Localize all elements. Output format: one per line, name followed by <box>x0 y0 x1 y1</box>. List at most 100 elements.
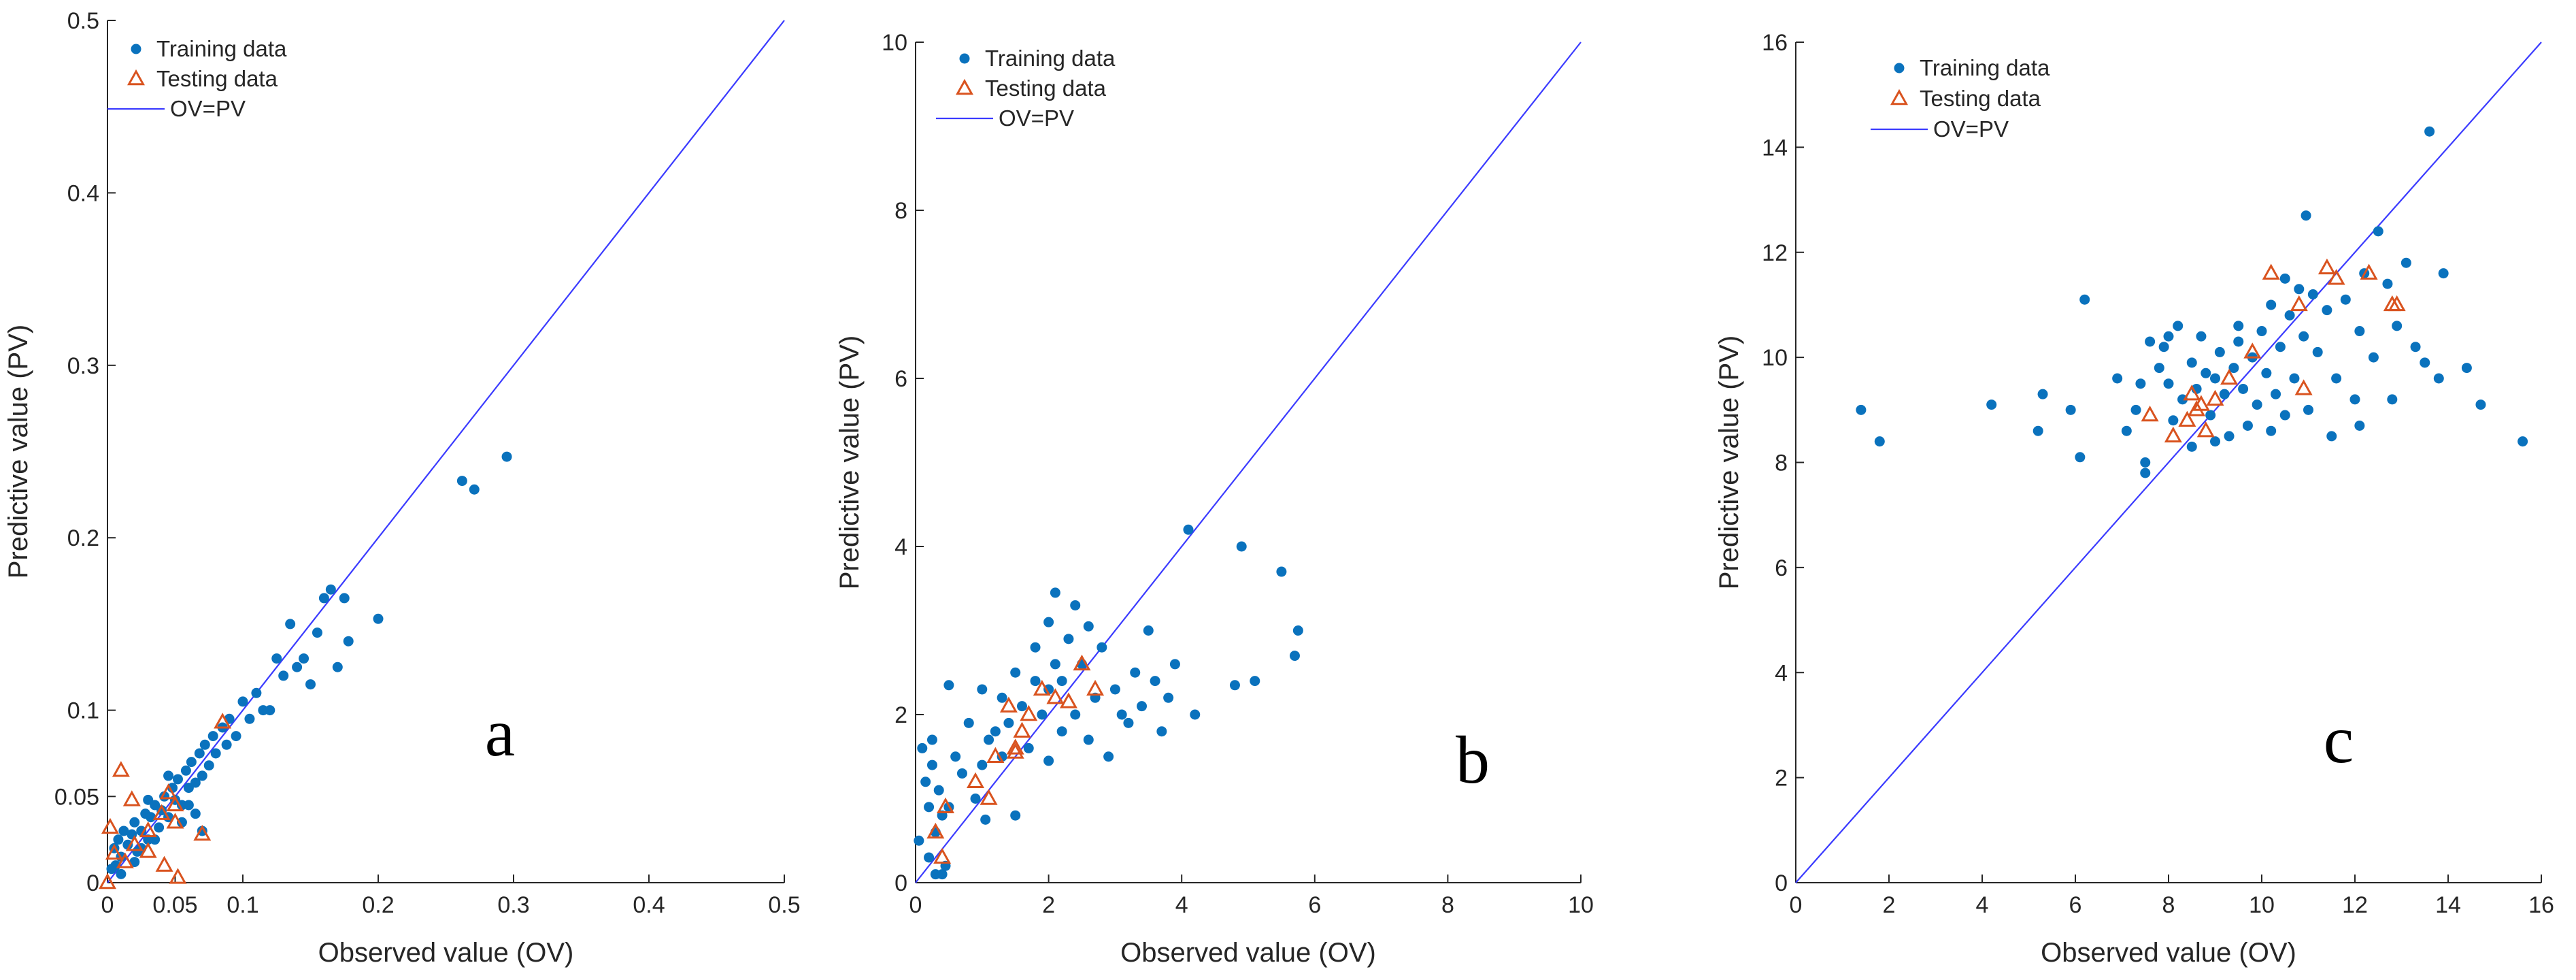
training-point <box>2238 383 2249 394</box>
x-tick-label: 0.3 <box>497 892 529 918</box>
legend-testing-marker <box>955 78 974 95</box>
training-point <box>2219 389 2230 399</box>
training-point <box>2228 363 2239 374</box>
training-point <box>2075 452 2086 463</box>
training-point <box>1056 676 1067 687</box>
x-tick-label: 8 <box>1441 892 1454 918</box>
training-point <box>2307 289 2318 299</box>
panel-a: 0 0.05 0.1 0.2 0.3 0.4 0.5 0 0.05 0.1 0.2 0.3 0.4 0.5… <box>3 8 801 968</box>
x-tick-label: 14 <box>2435 892 2461 918</box>
training-point <box>2224 431 2235 442</box>
legend-label: Training data <box>985 46 1116 71</box>
y-tick-label: 12 <box>1762 240 1788 266</box>
training-point <box>950 751 961 762</box>
training-point <box>2256 326 2267 337</box>
testing-point <box>2262 263 2280 280</box>
training-point <box>963 717 974 728</box>
testing-point <box>1006 742 1024 759</box>
training-point <box>325 584 336 595</box>
testing-point <box>937 797 955 814</box>
training-point <box>1016 701 1027 712</box>
x-tick-label: 10 <box>2249 892 2275 918</box>
training-point <box>2210 436 2220 447</box>
training-point <box>920 777 931 787</box>
training-point <box>2173 321 2184 331</box>
training-point <box>924 852 935 863</box>
x-tick-label: 2 <box>1883 892 1896 918</box>
testing-point <box>159 783 178 800</box>
training-point <box>2298 331 2309 342</box>
training-point <box>221 739 232 750</box>
x-tick-label: 12 <box>2342 892 2368 918</box>
testing-point <box>2178 410 2196 427</box>
y-tick-label: 6 <box>1775 555 1788 581</box>
x-tick-label: 8 <box>2162 892 2175 918</box>
training-point <box>1143 625 1154 636</box>
y-tick-label: 14 <box>1762 135 1788 161</box>
testing-point <box>933 847 952 864</box>
y-tick-label: 4 <box>1775 660 1788 686</box>
training-point <box>2130 404 2141 415</box>
training-point <box>1010 810 1021 821</box>
training-point <box>924 802 935 813</box>
training-point <box>2340 294 2351 305</box>
training-point <box>1043 684 1054 695</box>
training-point <box>318 593 329 604</box>
training-point <box>2275 342 2286 353</box>
training-point <box>1169 659 1180 670</box>
x-tick-label: 0.5 <box>768 892 800 918</box>
training-point <box>2312 346 2323 357</box>
panel-letter: a <box>485 695 515 770</box>
y-tick-label: 0.05 <box>54 784 99 810</box>
training-point <box>2154 363 2164 374</box>
training-point <box>956 768 967 779</box>
y-tick-label: 0 <box>894 870 907 896</box>
y-tick-label: 2 <box>1775 766 1788 791</box>
x-tick-label: 6 <box>2069 892 2082 918</box>
training-point <box>917 742 928 753</box>
legend-training-marker <box>1894 63 1905 74</box>
x-axis-label: Observed value (OV) <box>1120 938 1376 968</box>
training-point <box>2382 278 2393 289</box>
training-point <box>154 822 165 833</box>
training-point <box>1097 642 1107 653</box>
training-point <box>1109 684 1120 695</box>
training-point <box>1229 680 1240 691</box>
y-tick-label: 4 <box>894 534 907 560</box>
training-point <box>299 653 310 664</box>
testing-point <box>2360 263 2378 280</box>
y-tick-label: 0.2 <box>67 525 99 551</box>
x-tick-label: 0 <box>1790 892 1803 918</box>
training-point <box>2205 410 2216 421</box>
training-point <box>2433 373 2444 384</box>
legend: Training data Testing data OV=PV <box>936 46 1116 131</box>
training-point <box>285 619 296 630</box>
training-point <box>997 751 1007 762</box>
training-point <box>943 680 954 691</box>
training-point <box>278 670 289 681</box>
training-point <box>2242 420 2253 431</box>
training-point <box>2233 336 2244 347</box>
training-point <box>469 484 480 495</box>
training-point <box>984 734 994 745</box>
training-point <box>1190 709 1201 720</box>
y-tick-label: 0 <box>86 870 99 896</box>
training-point <box>231 731 241 742</box>
testing-point <box>2183 385 2201 401</box>
testing-point <box>125 835 144 851</box>
testing-point <box>2318 258 2336 275</box>
training-point <box>2294 284 2305 295</box>
legend-training-marker <box>959 53 970 64</box>
training-point <box>2301 210 2311 221</box>
training-point <box>977 684 988 695</box>
training-point <box>1137 701 1148 712</box>
testing-point <box>2290 295 2308 312</box>
training-point <box>2158 342 2169 353</box>
training-point <box>176 817 187 828</box>
testing-point <box>166 795 184 812</box>
legend-testing-marker <box>1890 88 1909 105</box>
testing-point <box>169 868 187 884</box>
training-point <box>339 593 350 604</box>
testing-point <box>166 813 184 829</box>
training-point <box>163 770 174 781</box>
